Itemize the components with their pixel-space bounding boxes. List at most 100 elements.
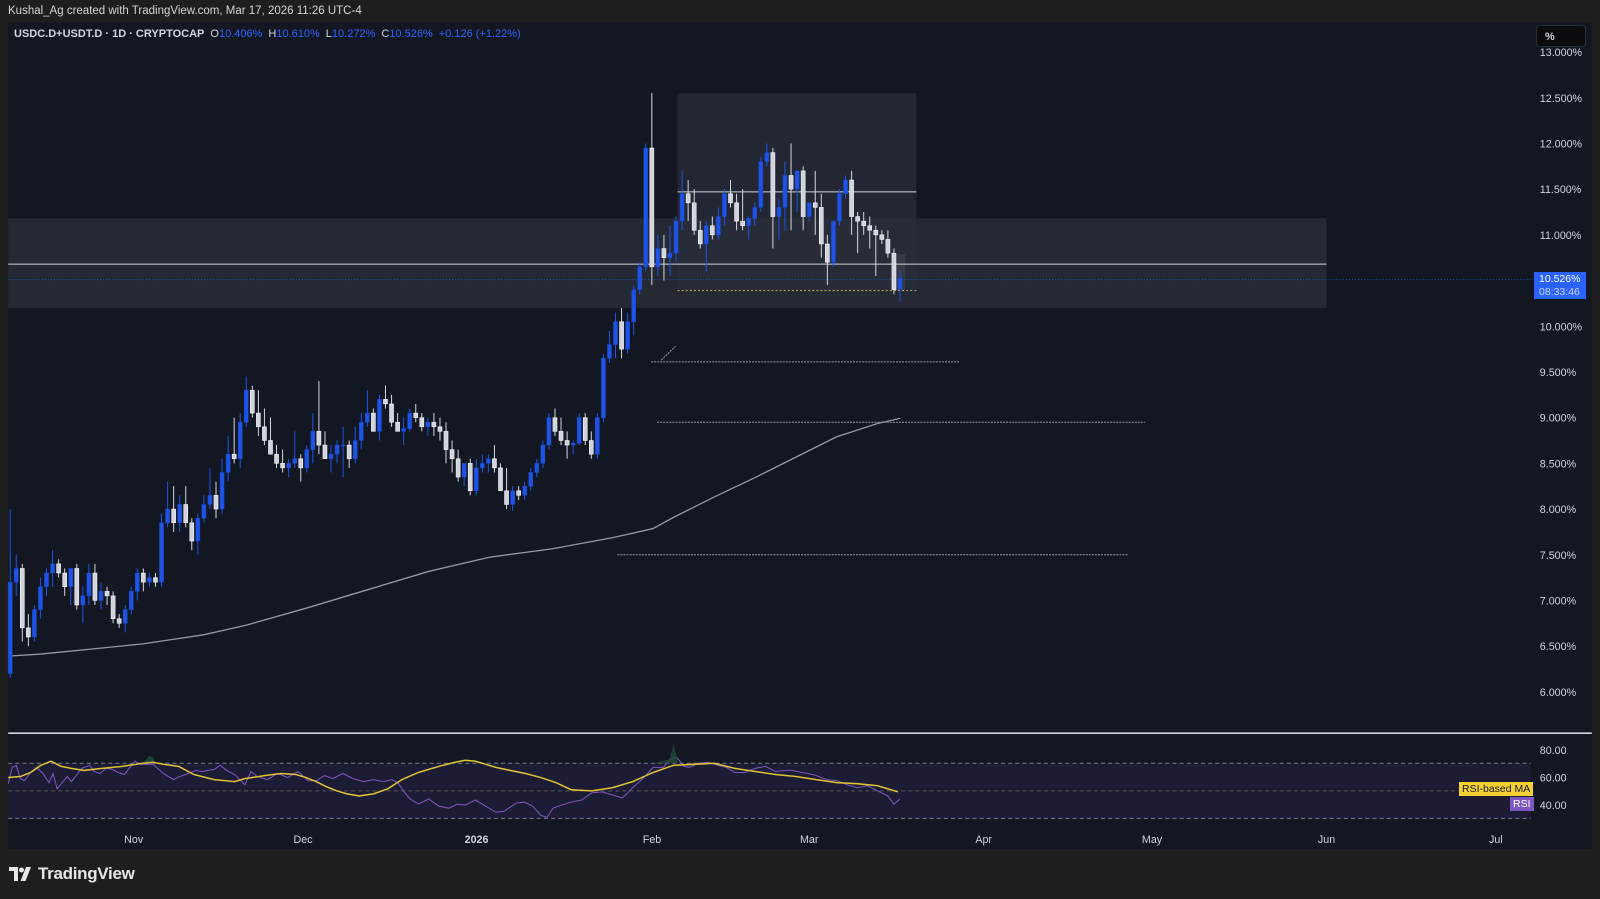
candle[interactable]	[322, 431, 328, 460]
candle[interactable]	[601, 353, 606, 423]
candle[interactable]	[691, 189, 697, 235]
candle[interactable]	[843, 175, 848, 199]
candle[interactable]	[546, 413, 552, 450]
candle[interactable]	[449, 440, 455, 473]
candle[interactable]	[334, 440, 340, 464]
candle[interactable]	[74, 563, 80, 610]
candle[interactable]	[189, 518, 195, 551]
candle[interactable]	[243, 376, 249, 427]
candle[interactable]	[135, 568, 140, 601]
candle[interactable]	[50, 550, 55, 587]
candle[interactable]	[625, 312, 630, 354]
candle[interactable]	[225, 435, 231, 482]
candle[interactable]	[788, 143, 794, 231]
candle[interactable]	[431, 413, 437, 436]
candle[interactable]	[728, 180, 733, 208]
candle[interactable]	[237, 413, 243, 468]
candle[interactable]	[891, 248, 897, 295]
candle[interactable]	[498, 463, 503, 492]
candle[interactable]	[171, 486, 176, 532]
candle[interactable]	[104, 586, 110, 606]
candle[interactable]	[504, 467, 509, 510]
candle[interactable]	[812, 170, 818, 235]
candle[interactable]	[250, 385, 255, 418]
candle[interactable]	[710, 216, 715, 240]
candle[interactable]	[510, 486, 515, 511]
candle[interactable]	[455, 449, 461, 482]
candle[interactable]	[716, 207, 721, 240]
candle[interactable]	[619, 307, 624, 359]
candle[interactable]	[740, 189, 745, 231]
candle[interactable]	[298, 454, 304, 482]
candle[interactable]	[201, 495, 207, 523]
tradingview-logo[interactable]: TradingView	[9, 864, 135, 884]
trend-segment[interactable]	[660, 345, 676, 361]
candle[interactable]	[62, 568, 67, 596]
candle[interactable]	[80, 586, 86, 624]
candle[interactable]	[377, 394, 382, 441]
candle[interactable]	[637, 262, 643, 295]
candle[interactable]	[885, 230, 891, 258]
candle[interactable]	[280, 449, 285, 473]
candle[interactable]	[268, 417, 273, 455]
candle[interactable]	[177, 495, 182, 532]
candle[interactable]	[256, 390, 261, 436]
candle[interactable]	[395, 413, 400, 432]
candle[interactable]	[473, 458, 479, 496]
candle[interactable]	[401, 417, 406, 446]
candle[interactable]	[867, 216, 873, 249]
candle[interactable]	[371, 408, 376, 432]
candle[interactable]	[92, 563, 98, 606]
candle[interactable]	[522, 481, 528, 500]
candle[interactable]	[667, 225, 673, 276]
rsi-ma-line[interactable]	[8, 759, 899, 797]
candle[interactable]	[262, 408, 267, 446]
candle[interactable]	[443, 422, 449, 464]
candle[interactable]	[159, 513, 164, 587]
candle[interactable]	[340, 426, 346, 478]
candle[interactable]	[800, 166, 806, 231]
candle[interactable]	[437, 417, 443, 441]
candle[interactable]	[413, 403, 419, 423]
candle[interactable]	[492, 445, 497, 473]
candle[interactable]	[207, 467, 213, 510]
candle[interactable]	[849, 170, 854, 235]
candle[interactable]	[897, 270, 903, 302]
candle[interactable]	[292, 431, 297, 468]
candle[interactable]	[383, 385, 388, 409]
candle[interactable]	[328, 445, 334, 473]
candle[interactable]	[407, 408, 413, 432]
candle[interactable]	[419, 413, 425, 432]
candle[interactable]	[782, 161, 788, 231]
candle[interactable]	[365, 390, 370, 427]
candle[interactable]	[110, 591, 116, 624]
candle[interactable]	[56, 559, 61, 578]
candle[interactable]	[794, 170, 800, 212]
candle[interactable]	[837, 189, 842, 226]
candle[interactable]	[764, 143, 770, 167]
candle[interactable]	[183, 486, 189, 528]
candle[interactable]	[607, 330, 612, 363]
candle[interactable]	[316, 381, 322, 455]
candle[interactable]	[480, 454, 485, 473]
candle[interactable]	[576, 413, 582, 446]
candle[interactable]	[661, 234, 667, 281]
candle[interactable]	[32, 605, 37, 642]
candle[interactable]	[758, 157, 764, 212]
candle[interactable]	[673, 216, 679, 263]
candle[interactable]	[68, 568, 74, 606]
candle[interactable]	[776, 198, 782, 240]
candle[interactable]	[44, 568, 49, 596]
candle[interactable]	[20, 563, 25, 642]
candle[interactable]	[613, 312, 618, 359]
candle[interactable]	[516, 486, 521, 500]
candle[interactable]	[13, 554, 19, 596]
candle[interactable]	[558, 417, 564, 446]
candle[interactable]	[879, 230, 885, 244]
candle[interactable]	[98, 582, 104, 610]
candle[interactable]	[540, 440, 546, 468]
candle[interactable]	[734, 193, 739, 231]
candle[interactable]	[825, 234, 830, 286]
candle[interactable]	[873, 225, 879, 276]
candle[interactable]	[141, 568, 146, 592]
